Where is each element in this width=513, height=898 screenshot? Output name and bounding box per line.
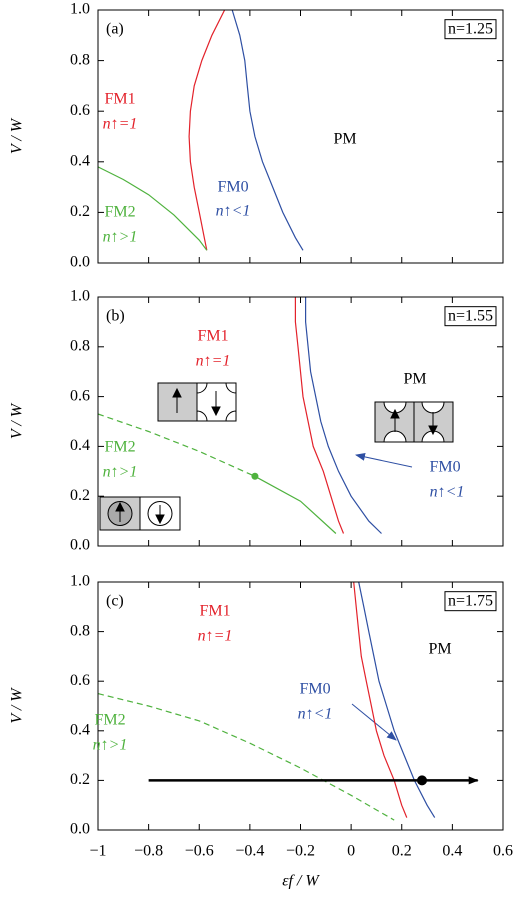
region-label: FM2 [104,439,135,456]
y-axis-label: V / W [9,402,26,439]
phase-boundary [294,297,345,534]
pointer-arrow [355,452,413,468]
inset-fm1 [157,382,237,422]
x-tick-label: −0.6 [185,843,214,860]
x-tick-label: 0.6 [493,843,513,860]
panel-label: (a) [106,21,124,38]
region-label: n↑>1 [103,229,138,246]
panel-label: (b) [106,308,125,325]
y-tick-label: 0.2 [70,771,90,788]
y-tick-label: 0.4 [70,437,90,454]
y-tick-label: 1.0 [70,1,90,18]
region-label: FM1 [104,91,135,108]
phase-boundary [231,9,304,251]
panel: 0.0 0.2 0.4 0.6 0.8 1.0 −1 −0.8 −0.6 −0.4 −0.2 0 0.2… [9,573,513,890]
plot-frame [97,581,504,831]
y-tick-label: 0.2 [70,203,90,220]
y-tick-label: 0.6 [70,102,90,119]
y-tick-label: 0.8 [70,51,90,68]
region-label: FM1 [199,603,230,620]
density-box [444,306,497,327]
pointer-arrow [351,703,397,741]
region-label: n↑=1 [196,353,231,370]
point [251,472,259,480]
density-box [444,591,497,612]
region-label: n↑=1 [103,116,138,133]
panel: 0.0 0.2 0.4 0.6 0.8 1.0 (a) n=1.25 V / W FM1 n↑=1 P… [9,1,504,271]
region-label: n↑>1 [103,464,138,481]
y-tick-label: 0.4 [70,721,90,738]
panel: 0.0 0.2 0.4 0.6 0.8 1.0 (b) n=1.55 V / W FM1 n↑=1 P… [9,288,504,554]
density-label: n=1.75 [448,593,493,610]
y-tick-label: 0.0 [70,537,90,554]
region-label: FM2 [104,204,135,221]
y-tick-label: 0.0 [70,254,90,271]
region-label: FM1 [197,328,228,345]
phase-boundary [97,413,256,477]
region-label: PM [333,131,356,148]
phase-boundary [305,297,382,534]
region-label: FM0 [217,179,248,196]
inset-fm2 [99,496,181,531]
y-axis-label: V / W [9,687,26,724]
phase-boundary [188,9,226,251]
region-label: n↑=1 [198,628,233,645]
region-label: PM [428,641,451,658]
y-tick-label: 0.0 [70,821,90,838]
region-label: n↑<1 [216,203,251,220]
x-axis-label: εf / W [282,873,320,890]
region-label: FM0 [429,459,460,476]
density-label: n=1.25 [448,21,493,38]
density-label: n=1.55 [448,308,493,325]
y-tick-label: 0.6 [70,387,90,404]
y-tick-label: 0.8 [70,622,90,639]
region-label: n↑<1 [430,484,465,501]
x-tick-label: 0.4 [442,843,462,860]
x-tick-label: 0.2 [392,843,412,860]
region-label: n↑>1 [93,737,128,754]
plot-frame [97,296,504,547]
x-tick-label: −0.4 [235,843,264,860]
x-tick-label: −1 [89,843,106,860]
panel-label: (c) [106,593,124,610]
x-tick-label: −0.8 [134,843,163,860]
y-tick-label: 0.6 [70,672,90,689]
y-tick-label: 1.0 [70,288,90,305]
phase-boundary [353,581,408,818]
x-tick-label: −0.2 [286,843,315,860]
phase-boundary [97,166,208,251]
plot-frame [97,9,504,264]
x-tick-label: 0 [347,843,355,860]
region-label: FM0 [299,681,330,698]
region-label: PM [403,371,426,388]
region-label: n↑<1 [298,706,333,723]
phase-boundary [358,581,436,818]
y-tick-label: 0.2 [70,487,90,504]
phase-boundary [97,693,395,821]
density-box [444,19,497,40]
inset-pm [374,401,454,443]
y-tick-label: 0.4 [70,152,90,169]
y-axis-label: V / W [9,117,26,154]
y-tick-label: 1.0 [70,573,90,590]
phase-boundary [254,475,337,534]
region-label: FM2 [94,712,125,729]
y-tick-label: 0.8 [70,337,90,354]
point [417,775,427,786]
